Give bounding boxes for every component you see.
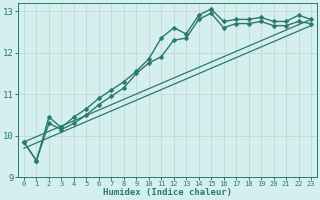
X-axis label: Humidex (Indice chaleur): Humidex (Indice chaleur) [103, 188, 232, 197]
